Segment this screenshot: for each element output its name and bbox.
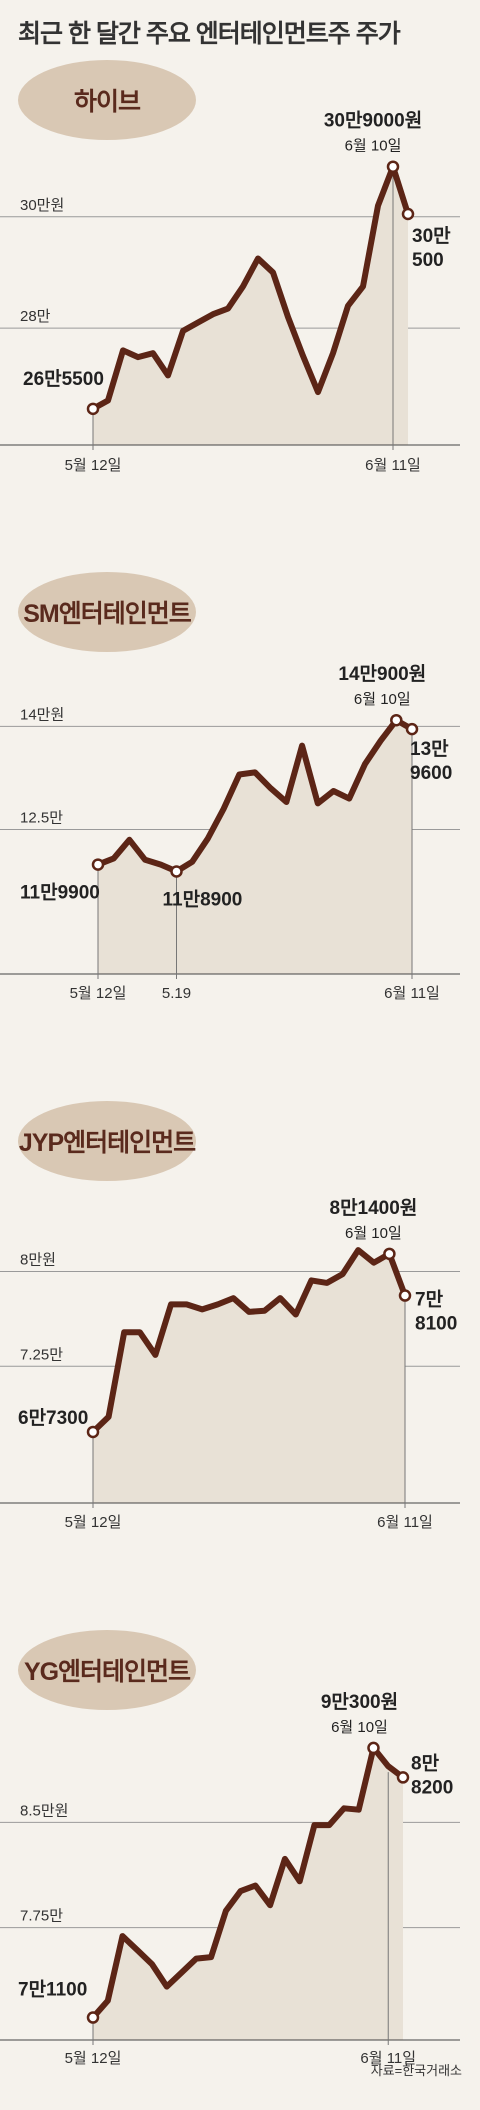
price-area [93,1747,403,2040]
y-tick-label: 14만원 [20,706,64,723]
y-tick-label: 30만원 [20,197,64,214]
data-label: 7만 [415,1289,444,1311]
line-chart: 30만원 28만 5월 12일 6월 11일 26만5500 30만9000원 6월 10일… [0,110,460,474]
chart-panel-hybe: 하이브 30만원 28만 5월 12일 6월 11일 26만5500 30만9000원 6월… [0,60,480,540]
data-label: 6만7300 [18,1407,88,1429]
data-label: 8200 [411,1777,453,1798]
page-title: 최근 한 달간 주요 엔터테인먼트주 주가 [18,20,401,48]
y-tick-label: 28만 [20,308,51,325]
chart-title-pill: JYP엔터테인먼트 [18,1101,196,1181]
data-label: 8100 [415,1314,457,1335]
data-label: 9600 [410,763,452,784]
point-marker [401,207,415,221]
data-label: 13만 [410,738,449,760]
price-line [90,1247,408,1435]
chart-title: 하이브 [73,88,141,116]
price-area [93,1250,405,1503]
chart-title-pill: 하이브 [18,60,196,140]
chart-panel-jyp: JYP엔터테인먼트 8만원 7.25만 5월 12일 6월 11일 6만7300 8만14… [0,1101,480,1581]
x-tick-label: 6월 11일 [365,457,421,474]
data-label: 9만300원 [321,1691,398,1713]
x-tick-label: 6월 11일 [384,985,440,1002]
point-marker [86,402,100,416]
data-label: 6월 10일 [331,1719,388,1736]
price-line [90,1744,406,2021]
chart-panel-sm: SM엔터테인먼트 14만원 12.5만 5월 12일 5.19 6월 11일 11만990… [0,572,480,1052]
data-label: 11만8900 [163,888,243,910]
chart-title: JYP엔터테인먼트 [18,1129,196,1157]
data-label: 500 [412,250,444,271]
point-marker [170,865,183,878]
point-marker [91,858,105,871]
line-chart: 8.5만원 7.75만 5월 12일 6월 11일 7만1100 9만300원 6월 10일… [0,1691,460,2067]
point-marker [390,713,403,727]
chart-panel-yg: YG엔터테인먼트 8.5만원 7.75만 5월 12일 6월 11일 7만1100 9만3… [0,1630,480,2110]
price-area [93,166,408,445]
point-marker [386,160,400,173]
data-label: 30만 [412,225,451,247]
price-area [98,720,412,974]
y-tick-label: 7.25만 [20,1346,63,1363]
source-note: 자료=한국거래소 [370,2063,462,2078]
data-label: 11만9900 [20,882,100,904]
data-label: 6월 10일 [354,691,411,708]
data-label: 6월 10일 [345,138,402,155]
x-tick-label: 5월 12일 [65,457,122,474]
data-label: 26만5500 [23,368,104,390]
point-marker [383,1247,396,1261]
price-line [95,717,415,875]
chart-title-pill: SM엔터테인먼트 [18,572,196,652]
point-marker [86,1425,100,1439]
x-tick-label: 5.19 [162,985,191,1002]
y-tick-label: 7.75만 [20,1908,63,1925]
point-marker [86,2011,100,2024]
x-tick-label: 5월 12일 [65,1514,122,1531]
y-tick-label: 8만원 [20,1252,56,1269]
x-tick-label: 5월 12일 [70,985,127,1002]
point-marker [398,1289,412,1302]
data-label: 6월 10일 [345,1225,402,1242]
point-marker [367,1741,380,1755]
y-tick-label: 12.5만 [20,810,63,827]
data-label: 7만1100 [18,1979,87,2001]
x-tick-label: 6월 11일 [377,1514,433,1531]
line-chart: 14만원 12.5만 5월 12일 5.19 6월 11일 11만9900 11만8900 1… [0,663,460,1002]
chart-title-pill: YG엔터테인먼트 [18,1630,196,1710]
line-chart: 8만원 7.25만 5월 12일 6월 11일 6만7300 8만1400원 6월 10일 7… [0,1197,460,1531]
point-marker [396,1771,410,1784]
point-marker [405,722,419,736]
y-tick-label: 8.5만원 [20,1802,68,1819]
data-label: 8만 [411,1752,440,1774]
data-label: 14만900원 [338,663,426,685]
chart-title: YG엔터테인먼트 [23,1658,191,1686]
chart-title: SM엔터테인먼트 [23,600,192,628]
x-tick-label: 6월 11일 [360,2050,416,2067]
price-line [90,163,411,412]
data-label: 8만1400원 [330,1197,418,1219]
x-tick-label: 5월 12일 [65,2050,122,2067]
data-label: 30만9000원 [324,110,422,132]
